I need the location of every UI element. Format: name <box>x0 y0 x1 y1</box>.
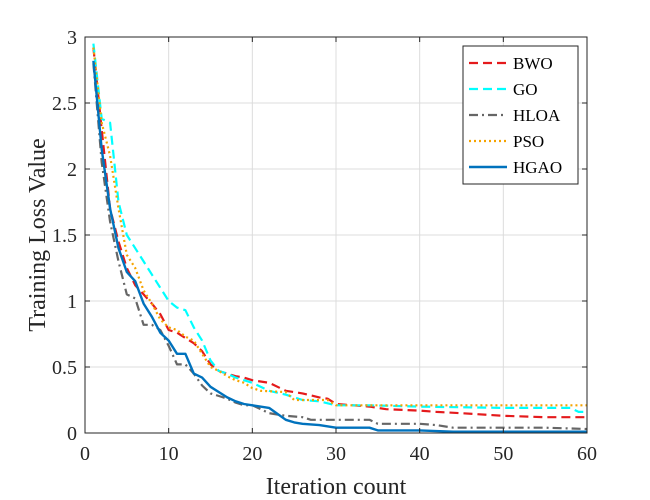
x-tick-label: 20 <box>242 443 262 465</box>
legend-label-hgao: HGAO <box>513 158 562 177</box>
series-line-hgao <box>92 60 587 433</box>
y-tick-label: 0 <box>67 423 77 445</box>
x-tick-label: 60 <box>577 443 597 465</box>
legend-label-hloa: HLOA <box>513 106 561 125</box>
series-line-hloa <box>92 63 588 431</box>
y-axis-label: Training Loss Value <box>25 138 51 331</box>
x-tick-label: 40 <box>410 443 430 465</box>
y-tick-label: 1 <box>67 291 77 313</box>
legend: BWO GO HLOA PSO HGAO <box>462 45 579 185</box>
y-tick-label: 3 <box>67 27 77 49</box>
y-tick-label: 1.5 <box>52 225 77 247</box>
legend-label-pso: PSO <box>513 132 544 151</box>
axis-ticks <box>84 36 588 434</box>
y-tick-label: 0.5 <box>52 357 77 379</box>
x-axis-label: Iteration count <box>266 474 407 500</box>
y-tick-label: 2.5 <box>52 93 77 115</box>
legend-label-go: GO <box>513 80 538 99</box>
x-tick-label: 30 <box>326 443 346 465</box>
x-tick-label: 10 <box>159 443 179 465</box>
series-layer <box>92 43 588 433</box>
series-line-pso <box>92 47 587 407</box>
x-tick-label: 0 <box>80 443 90 465</box>
series-line-go <box>92 43 587 413</box>
series-line-bwo <box>92 47 587 419</box>
tick-labels: 0 10 20 30 40 50 60 0 0.5 1 1.5 2 2.5 3 <box>52 27 597 465</box>
y-tick-label: 2 <box>67 159 77 181</box>
x-tick-label: 50 <box>493 443 513 465</box>
legend-label-bwo: BWO <box>513 54 553 73</box>
